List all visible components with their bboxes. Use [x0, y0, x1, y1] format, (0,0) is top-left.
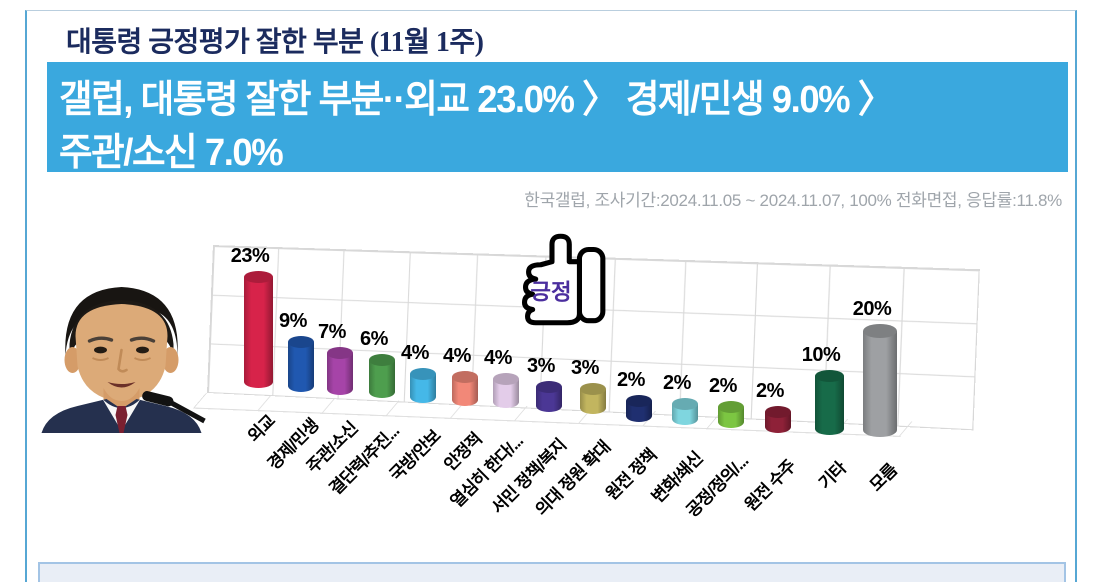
bar-cylinder-top [672, 398, 698, 410]
bottom-panel [38, 562, 1066, 582]
bar-cylinder-top [863, 324, 897, 338]
thumbs-up-icon: 긍정 [521, 233, 606, 326]
bar-value-label: 3% [571, 357, 599, 379]
bar-cylinder [814, 376, 844, 435]
bar-cylinder-top [493, 373, 519, 385]
bar-value-label: 3% [527, 355, 555, 377]
bar-value-label: 4% [484, 347, 512, 369]
microphone-icon [142, 391, 206, 424]
page-title: 대통령 긍정평가 잘한 부분 (11월 1주) [66, 27, 484, 58]
bar-cylinder-top [626, 395, 652, 407]
headline-line-2: 주관/소신 7.0% [59, 132, 284, 174]
bar-cylinder-top [243, 271, 273, 283]
president-photo [41, 287, 206, 433]
bar-value-label: 9% [279, 310, 307, 332]
bar-cylinder-top [718, 401, 744, 413]
bar-value-label: 2% [617, 369, 645, 391]
bar-cylinder-top [410, 368, 436, 380]
headline-banner: 갤럽, 대통령 잘한 부분··외교 23.0% 〉 경제/민생 9.0% 〉 주… [47, 62, 1068, 174]
headline-line-1: 갤럽, 대통령 잘한 부분··외교 23.0% 〉 경제/민생 9.0% 〉 [59, 79, 894, 121]
survey-source-note: 한국갤럽, 조사기간:2024.11.05 ~ 2024.11.07, 100%… [524, 191, 1062, 210]
bar-cylinder-top [369, 354, 395, 366]
bar-cylinder-top [327, 347, 353, 359]
bar-cylinder-top [288, 336, 314, 348]
bar-value-label: 23% [230, 245, 270, 267]
bar-value-label: 4% [401, 342, 429, 364]
bar-category-label: 기타 [815, 458, 850, 493]
bar-value-label: 7% [318, 321, 346, 343]
positive-badge-label: 긍정 [530, 279, 571, 304]
bar-cylinder [369, 360, 395, 398]
bar-cylinder-top [452, 371, 478, 383]
bar-cylinder [327, 353, 353, 395]
bar-cylinder-top [814, 370, 844, 382]
bar-value-label: 2% [756, 380, 784, 402]
bar-value-label: 4% [443, 345, 471, 367]
bar-value-label: 10% [801, 344, 841, 366]
bar-cylinder [863, 331, 897, 437]
bar-cylinder-top [765, 406, 791, 418]
bar-category-label: 외교 [244, 411, 279, 446]
bar-value-label: 6% [360, 328, 388, 350]
bar-value-label: 2% [709, 375, 737, 397]
bar-cylinder-top [580, 383, 606, 395]
bar-cylinder [288, 342, 314, 392]
bar-cylinder [243, 277, 273, 388]
bar-category-label: 모름 [866, 460, 901, 495]
bar-value-label: 2% [663, 372, 691, 394]
bar-cylinder-top [536, 381, 562, 393]
portrait-illustration [41, 287, 206, 433]
bar-value-label: 20% [852, 298, 892, 320]
